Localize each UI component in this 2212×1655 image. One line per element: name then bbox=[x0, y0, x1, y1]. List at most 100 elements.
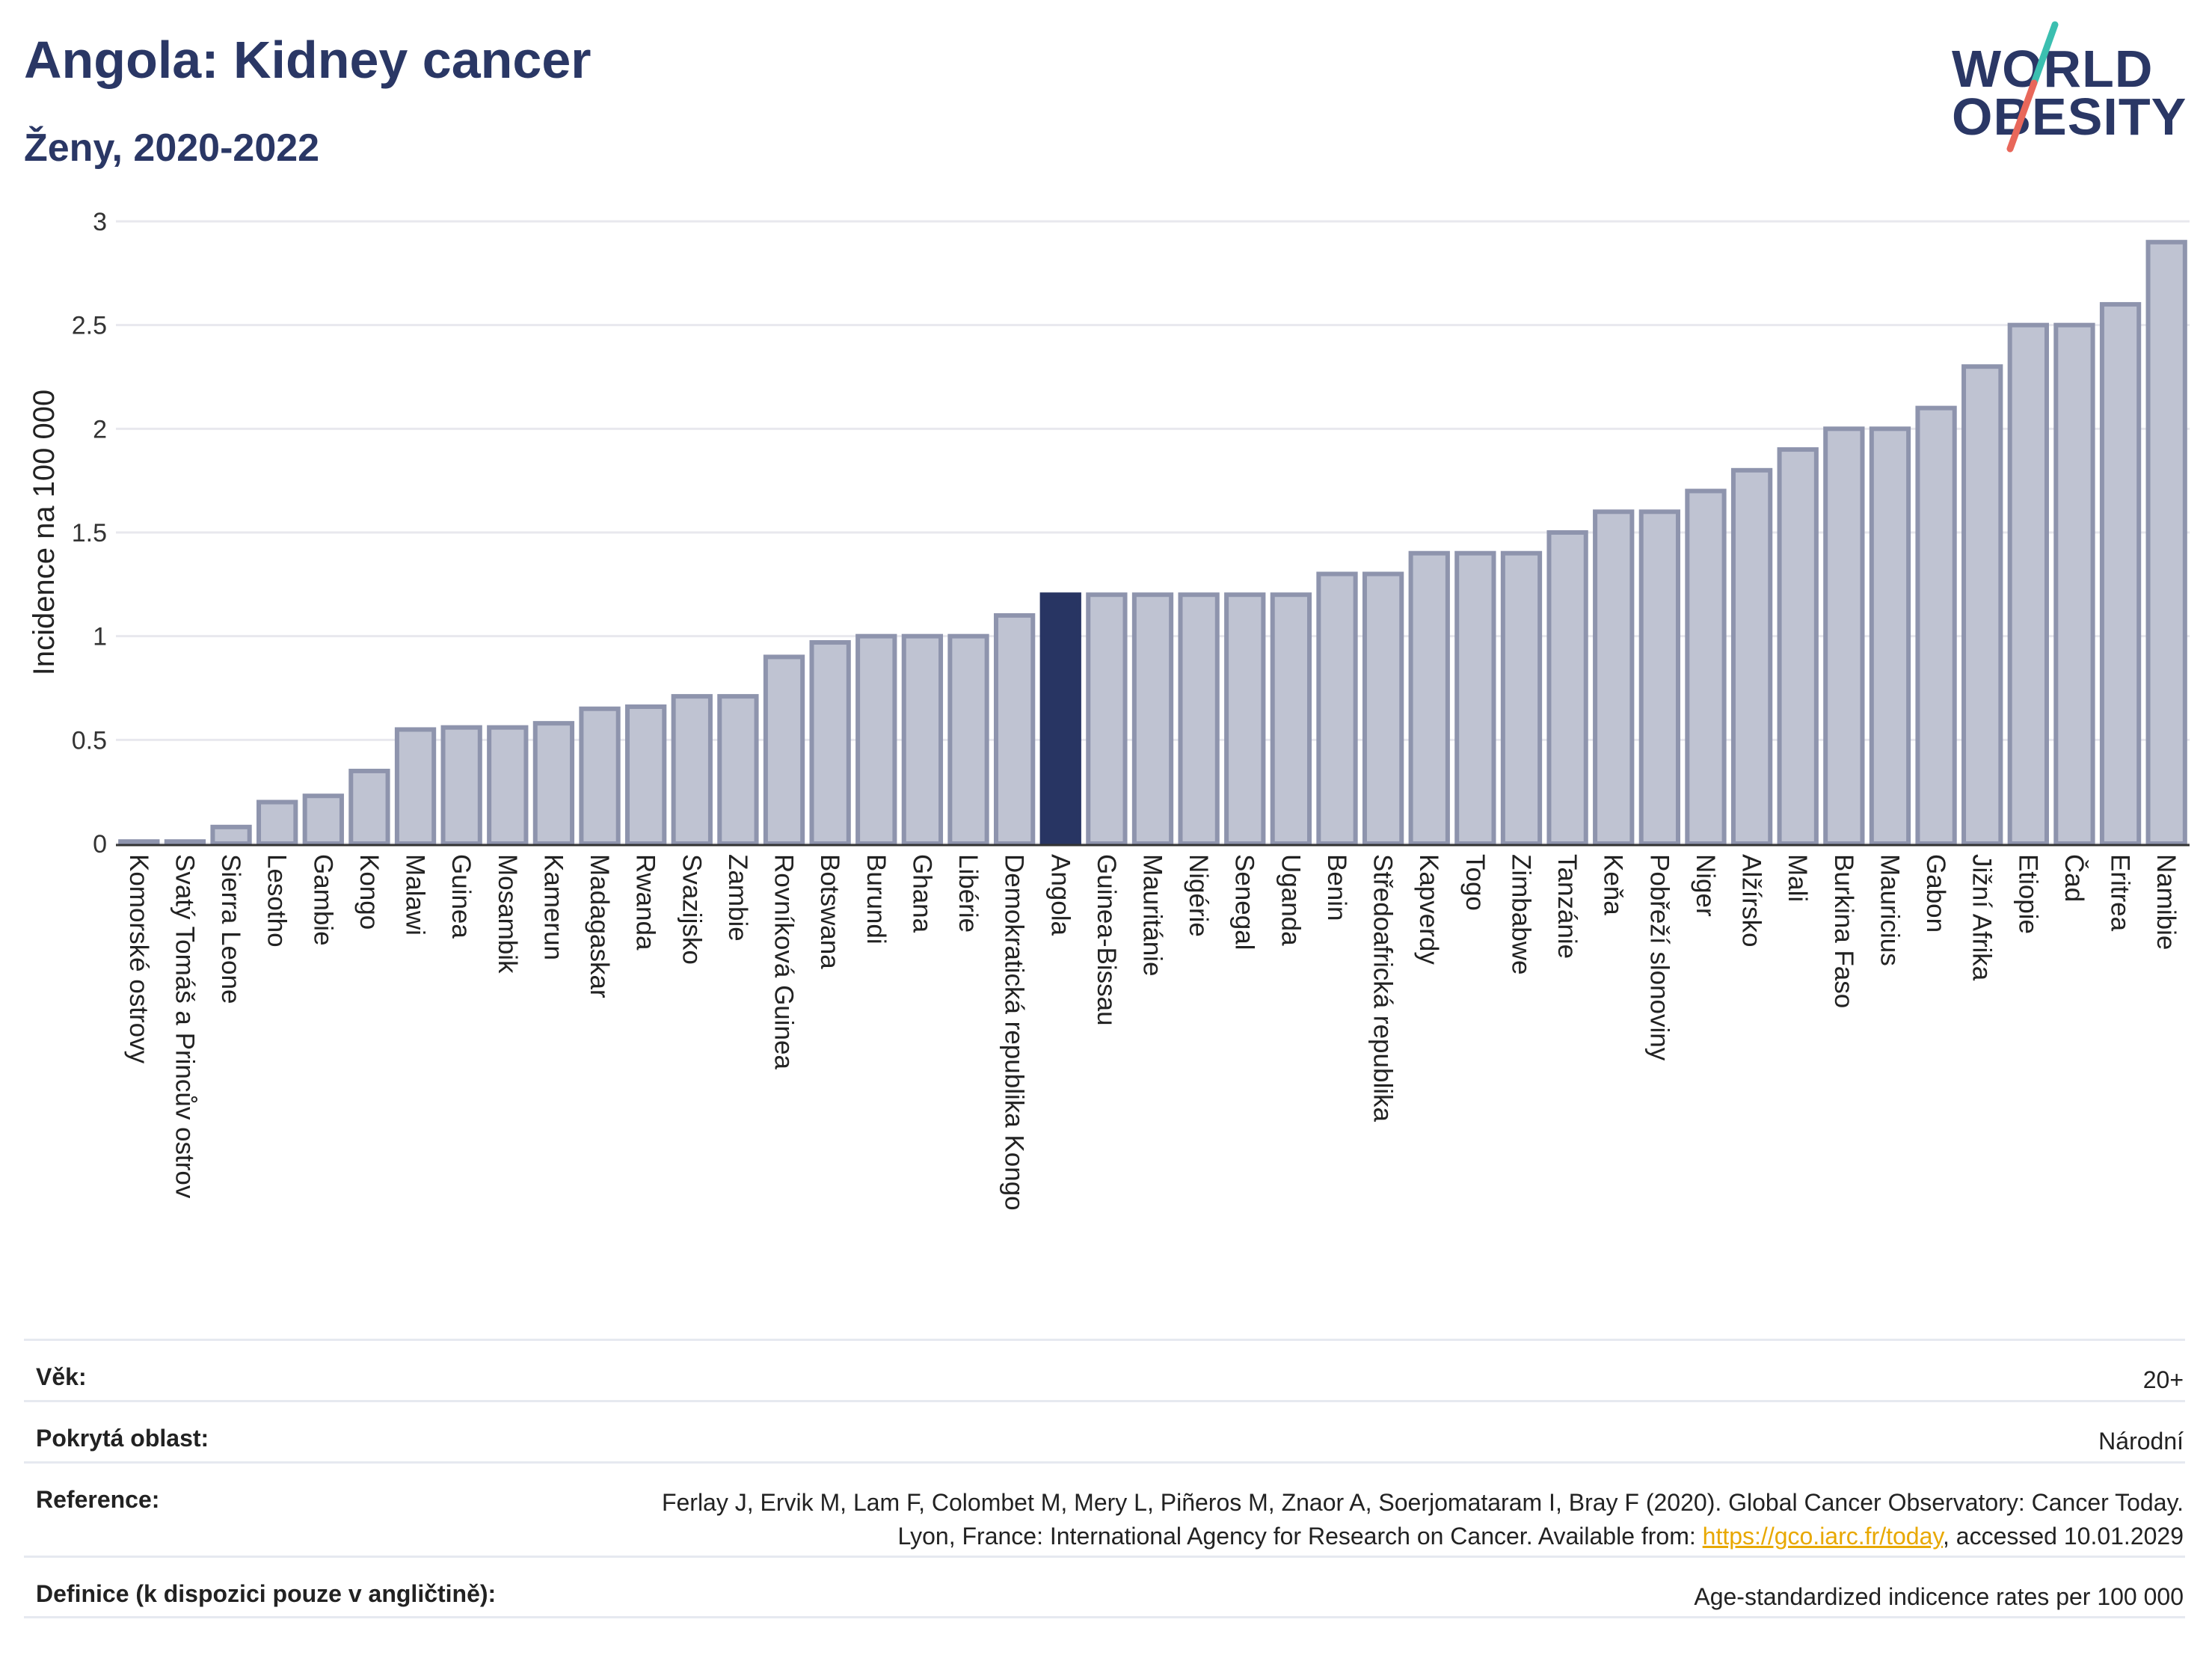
bar-burkina-faso bbox=[1823, 426, 1865, 847]
x-tick-label: Lesotho bbox=[262, 854, 292, 948]
meta-row-definition: Definice (k dispozici pouze v angličtině… bbox=[24, 1556, 2185, 1618]
bar-svazijsko bbox=[671, 694, 713, 846]
x-axis-tick-labels: Komorské ostrovy Svatý Tomáš a Princův os… bbox=[124, 854, 2181, 1211]
x-tick-label: Gabon bbox=[1921, 854, 1950, 933]
y-tick-label: 3 bbox=[93, 208, 107, 236]
x-tick-label: Eritrea bbox=[2106, 854, 2135, 932]
bar-rovníková-guinea bbox=[763, 654, 805, 847]
bar-gabon bbox=[1915, 405, 1957, 847]
bar-kongo bbox=[348, 768, 390, 847]
bar-ghana bbox=[901, 633, 944, 847]
x-tick-label: Mali bbox=[1783, 854, 1812, 902]
logo-line-2: OBESITY bbox=[1952, 87, 2187, 146]
bar-mauricius bbox=[1869, 426, 1911, 847]
y-tick-label: 2 bbox=[93, 415, 107, 443]
chart-subtitle: Ženy, 2020-2022 bbox=[24, 126, 320, 170]
chart-title: Angola: Kidney cancer bbox=[24, 31, 592, 89]
reference-link[interactable]: https://gco.iarc.fr/today bbox=[1702, 1522, 1943, 1550]
bar-eritrea bbox=[2099, 301, 2142, 846]
y-axis-tick-labels: 0 0.5 1 1.5 2 2.5 3 bbox=[72, 208, 107, 859]
bar-mali bbox=[1777, 447, 1819, 847]
bar-rwanda bbox=[625, 704, 667, 847]
x-tick-label: Čad bbox=[2059, 854, 2089, 902]
x-tick-label: Senegal bbox=[1230, 854, 1259, 950]
definition-label: Definice (k dispozici pouze v angličtině… bbox=[36, 1580, 497, 1607]
y-tick-label: 1 bbox=[93, 623, 107, 651]
meta-row-reference: Reference: Ferlay J, Ervik M, Lam F, Col… bbox=[24, 1461, 2185, 1556]
bar-zimbabwe bbox=[1500, 550, 1543, 846]
bar-guinea-bissau bbox=[1086, 592, 1128, 846]
x-tick-label: Mosambik bbox=[493, 854, 522, 974]
x-tick-label: Svatý Tomáš a Princův ostrov bbox=[170, 854, 199, 1199]
bar-niger bbox=[1685, 488, 1727, 846]
bar-senegal bbox=[1224, 592, 1266, 846]
x-tick-label: Kapverdy bbox=[1414, 854, 1443, 965]
x-tick-label: Mauricius bbox=[1875, 854, 1904, 966]
x-tick-label: Etiopie bbox=[2013, 854, 2042, 934]
world-obesity-logo: WORLD OBESITY bbox=[1952, 19, 2199, 161]
x-tick-label: Madagaskar bbox=[585, 854, 614, 998]
definition-value: Age-standardized indicence rates per 100… bbox=[1694, 1583, 2184, 1610]
x-tick-label: Mauritánie bbox=[1138, 854, 1167, 976]
bar-pobřeží-slonoviny bbox=[1638, 509, 1680, 846]
reference-accessed: , accessed 10.01.2029 bbox=[1942, 1522, 2184, 1550]
x-tick-label: Guinea-Bissau bbox=[1092, 854, 1121, 1026]
bar-namibie bbox=[2145, 239, 2187, 846]
bar-demokratická-republika-kongo bbox=[993, 612, 1036, 847]
bar-nigérie bbox=[1178, 592, 1220, 846]
bar-botswana bbox=[809, 639, 851, 847]
x-tick-label: Keňa bbox=[1599, 854, 1628, 915]
x-tick-label: Niger bbox=[1691, 854, 1720, 917]
bar-keňa bbox=[1593, 509, 1635, 846]
bar-uganda bbox=[1270, 592, 1312, 846]
x-tick-label: Burundi bbox=[861, 854, 891, 945]
bar-benin bbox=[1316, 571, 1358, 846]
x-tick-label: Guinea bbox=[446, 854, 476, 939]
x-tick-label: Kongo bbox=[354, 854, 384, 930]
x-tick-label: Demokratická republika Kongo bbox=[1000, 854, 1029, 1211]
bar-libérie bbox=[947, 633, 989, 847]
x-tick-label: Libérie bbox=[953, 854, 983, 933]
bar-kapverdy bbox=[1408, 550, 1450, 846]
x-tick-label: Středoafrická republika bbox=[1368, 854, 1398, 1122]
bar-gambie bbox=[302, 793, 344, 846]
meta-row-age: Věk: 20+ bbox=[24, 1339, 2185, 1400]
y-tick-label: 0 bbox=[93, 830, 107, 859]
x-tick-label: Burkina Faso bbox=[1829, 854, 1858, 1008]
x-tick-label: Togo bbox=[1460, 854, 1490, 911]
x-tick-label: Svazijsko bbox=[677, 854, 706, 965]
x-tick-label: Pobřeží slonoviny bbox=[1644, 854, 1674, 1061]
bar-tanzánie bbox=[1546, 530, 1588, 846]
bar-kamerun bbox=[532, 721, 575, 846]
bar-guinea bbox=[440, 725, 482, 847]
bar-mosambik bbox=[487, 725, 529, 847]
y-tick-label: 2.5 bbox=[72, 312, 107, 340]
x-tick-label: Angola bbox=[1045, 854, 1075, 936]
x-tick-label: Ghana bbox=[907, 854, 936, 933]
bar-jižní-afrika bbox=[1961, 364, 2003, 846]
bar-sierra-leone bbox=[210, 824, 252, 847]
age-value: 20+ bbox=[2142, 1366, 2184, 1393]
meta-row-coverage: Pokrytá oblast: Národní bbox=[24, 1400, 2185, 1461]
bar-lesotho bbox=[256, 799, 298, 846]
x-tick-label: Zambie bbox=[723, 854, 752, 942]
x-tick-label: Gambie bbox=[308, 854, 337, 946]
x-tick-label: Tanzánie bbox=[1552, 854, 1582, 959]
logo-line-1: WORLD bbox=[1952, 40, 2154, 98]
bar-madagaskar bbox=[579, 706, 621, 846]
y-axis-label: Incidence na 100 000 bbox=[28, 390, 61, 676]
x-tick-label: Jižní Afrika bbox=[1967, 854, 1997, 981]
reference-label: Reference: bbox=[36, 1486, 160, 1513]
age-label: Věk: bbox=[36, 1363, 87, 1390]
coverage-value: Národní bbox=[2098, 1428, 2184, 1455]
x-tick-label: Namibie bbox=[2151, 854, 2181, 950]
x-tick-label: Zimbabwe bbox=[1506, 854, 1535, 974]
bar-etiopie bbox=[2007, 322, 2049, 846]
bar-malawi bbox=[394, 727, 437, 847]
x-tick-label: Uganda bbox=[1276, 854, 1305, 946]
bar-středoafrická-republika bbox=[1362, 571, 1404, 846]
x-tick-label: Sierra Leone bbox=[216, 854, 245, 1004]
bar-angola bbox=[1039, 592, 1081, 846]
reference-value: Ferlay J, Ervik M, Lam F, Colombet M, Me… bbox=[613, 1486, 2184, 1553]
x-tick-label: Rovníková Guinea bbox=[769, 854, 799, 1069]
